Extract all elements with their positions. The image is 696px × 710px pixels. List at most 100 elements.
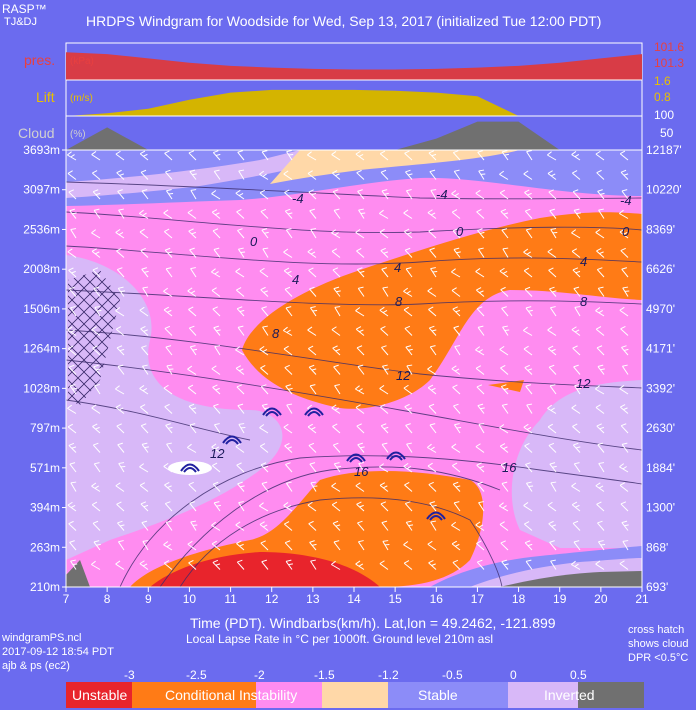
wind-barb	[115, 482, 125, 492]
wind-barb	[572, 189, 581, 200]
wind-barb	[477, 247, 485, 258]
wind-barb	[501, 559, 509, 570]
wind-barb	[358, 208, 366, 219]
wind-barb	[451, 287, 461, 297]
wind-barb	[454, 345, 461, 356]
y-tick-label-ft: 3392'	[646, 381, 675, 395]
wind-barb	[211, 365, 221, 375]
wind-barb	[427, 443, 437, 453]
wind-barb	[212, 559, 221, 570]
wind-barb	[427, 384, 437, 395]
wind-barb	[379, 560, 389, 570]
temp-label: 8	[272, 326, 280, 341]
wind-barb	[235, 521, 245, 531]
wind-barb	[139, 209, 149, 219]
wind-barb	[307, 326, 317, 336]
lift-tick-low: 0.8	[654, 90, 671, 104]
wind-barb	[452, 559, 461, 570]
wind-barb	[500, 384, 509, 395]
wind-barb	[285, 559, 293, 570]
wind-barb	[549, 462, 557, 473]
wind-barb	[476, 540, 485, 551]
wind-barb	[380, 169, 389, 180]
legend-value-8: 0.5	[570, 668, 587, 682]
wind-barb	[621, 189, 629, 200]
wind-barb	[333, 208, 341, 219]
wind-barb	[331, 151, 341, 161]
wind-barb	[357, 520, 365, 531]
wind-barb	[621, 442, 629, 453]
pressure-label: pres.	[24, 52, 56, 68]
y-tick-label-ft: 2630'	[646, 421, 675, 435]
wind-barb	[67, 151, 77, 161]
wind-barb	[355, 385, 365, 395]
wind-barb	[166, 442, 173, 453]
wind-barb	[188, 150, 197, 161]
wind-barb	[91, 326, 101, 336]
wind-barb	[188, 325, 197, 336]
wind-barb	[404, 228, 413, 239]
wind-barb	[476, 287, 485, 297]
isotherm-line	[65, 211, 643, 234]
wind-barb	[283, 170, 293, 180]
wind-barb	[476, 306, 485, 317]
wind-barb	[284, 208, 293, 219]
wind-barb	[430, 189, 437, 200]
wind-barb	[572, 520, 581, 531]
wind-barb	[379, 150, 389, 161]
wind-barb	[308, 267, 317, 278]
wind-barb	[165, 345, 173, 356]
wind-barb	[284, 364, 293, 375]
wind-barb	[91, 501, 101, 512]
wind-barb	[187, 540, 197, 551]
wind-barb	[573, 462, 581, 473]
wind-barb	[188, 403, 197, 414]
wind-barb	[523, 423, 533, 434]
wind-barb	[381, 442, 389, 453]
wind-barb	[379, 463, 389, 473]
wind-barb	[283, 326, 293, 336]
wind-barb	[309, 286, 317, 297]
wind-barb	[332, 520, 341, 531]
wind-barb	[142, 286, 149, 297]
wind-barb	[620, 423, 629, 434]
wind-barb	[524, 442, 533, 453]
wind-barb	[476, 559, 485, 570]
legend-label-stable: Stable	[418, 687, 458, 703]
wind-barb	[380, 247, 389, 258]
wind-barb	[475, 443, 485, 453]
wind-barb	[595, 150, 605, 161]
wind-barb	[163, 384, 173, 395]
wind-barb	[91, 229, 101, 239]
y-tick-label: 3693m	[23, 143, 60, 157]
wind-barb	[67, 423, 77, 434]
wind-barb	[355, 228, 365, 239]
wind-barb	[382, 286, 389, 297]
cloud-area	[66, 121, 642, 150]
wind-barb	[92, 267, 101, 278]
wind-barb	[523, 345, 533, 356]
y-tick-label: 1264m	[23, 342, 60, 356]
wind-barb	[211, 540, 221, 551]
wind-barb	[259, 424, 269, 434]
wind-barb	[619, 209, 629, 219]
cloud-tick-high: 100	[654, 108, 675, 122]
y-tick-label: 210m	[30, 580, 60, 594]
wind-barb	[357, 364, 365, 375]
wind-barb	[283, 248, 293, 258]
wind-barb	[139, 385, 149, 395]
wind-barb	[140, 325, 149, 336]
x-tick-label: 7	[63, 592, 70, 606]
wind-barb	[355, 326, 365, 336]
wind-barb	[550, 559, 557, 570]
wind-barb	[212, 462, 221, 473]
wind-barb	[118, 462, 126, 473]
wind-barb	[115, 404, 125, 414]
wind-barb	[476, 384, 485, 395]
thermal-arc-inner	[429, 515, 443, 521]
wind-barb	[525, 228, 533, 239]
wind-barbs	[67, 150, 630, 570]
lift-tick-high: 1.6	[654, 74, 671, 88]
wind-barb	[595, 404, 605, 414]
wind-barb	[237, 228, 245, 239]
